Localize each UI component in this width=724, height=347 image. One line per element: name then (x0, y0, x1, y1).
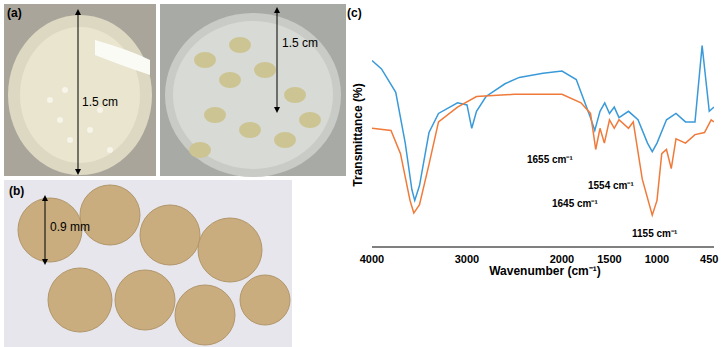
html-text:1655 cm⁻¹: 1655 cm⁻¹ (527, 154, 573, 165)
svg-text:2000: 2000 (550, 253, 574, 265)
svg-text:4000: 4000 (360, 253, 384, 265)
html-text:1554 cm⁻¹: 1554 cm⁻¹ (588, 180, 634, 191)
svg-text:1000: 1000 (645, 253, 669, 265)
html-text:1.5 cm: 1.5 cm (82, 95, 118, 109)
html-text:Transmittance (%): Transmittance (%) (351, 83, 365, 187)
html-text:1.5 cm: 1.5 cm (282, 36, 318, 50)
html-text:Wavenumber (cm⁻¹): Wavenumber (cm⁻¹) (489, 264, 601, 278)
html-text:(c): (c) (347, 6, 362, 20)
html-text:0.9 mm: 0.9 mm (50, 220, 90, 234)
svg-text:1500: 1500 (597, 253, 621, 265)
html-text:1645 cm⁻¹: 1645 cm⁻¹ (552, 198, 598, 209)
html-text:1155 cm⁻¹: 1155 cm⁻¹ (632, 228, 678, 239)
svg-text:450: 450 (700, 253, 718, 265)
svg-text:3000: 3000 (455, 253, 479, 265)
html-text:(b): (b) (9, 184, 25, 198)
html-text:(a): (a) (7, 6, 22, 20)
